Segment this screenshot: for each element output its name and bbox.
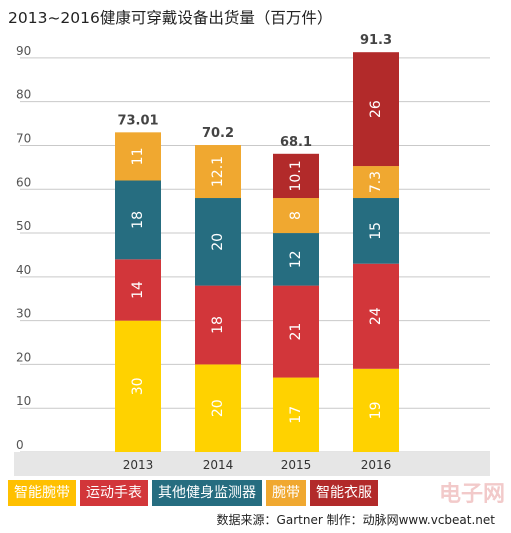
stacked-bar-chart: 0 10 20 30 40 50 60 70 80 90 30 14 18 11 73.01 2013 20 18…	[14, 33, 490, 476]
bar-segment	[353, 198, 399, 264]
bar-segment	[115, 259, 161, 321]
y-tick-label: 30	[16, 307, 31, 321]
plot-area	[20, 36, 490, 452]
y-tick-label: 60	[16, 175, 31, 189]
legend-item-smart-clothing: 智能衣服	[310, 480, 378, 506]
data-label: 30	[130, 377, 146, 395]
y-tick-label: 10	[16, 394, 31, 408]
data-label: 12	[288, 250, 304, 268]
total-label: 91.3	[360, 33, 392, 48]
bar-segment	[195, 145, 241, 199]
bar-segment	[115, 180, 161, 260]
bar-segment	[115, 132, 161, 181]
bar-segment	[195, 364, 241, 452]
x-axis-band	[14, 452, 490, 476]
y-tick-label: 0	[16, 438, 24, 452]
data-label: 18	[130, 211, 146, 229]
data-label: 24	[368, 307, 384, 325]
legend-item-sport-watch: 运动手表	[80, 480, 148, 506]
y-tick-label: 70	[16, 131, 31, 145]
bar-segment	[353, 52, 399, 167]
y-tick-label: 50	[16, 219, 31, 233]
total-label: 68.1	[280, 135, 312, 150]
data-label: 20	[210, 399, 226, 417]
bar-segment	[353, 166, 399, 199]
bar-segment	[273, 153, 319, 199]
bar-segment	[273, 285, 319, 378]
data-label: 12.1	[210, 156, 226, 187]
x-tick-label: 2015	[281, 458, 312, 472]
data-label: 8	[288, 211, 304, 220]
data-label: 19	[368, 401, 384, 419]
y-tick-label: 80	[16, 88, 31, 102]
legend-item-fitness-monitor: 其他健身监测器	[152, 480, 262, 506]
bar-segment	[273, 377, 319, 452]
bar-segment	[273, 198, 319, 234]
y-tick-label: 20	[16, 350, 31, 364]
bar-segment	[273, 233, 319, 286]
watermark-logo: 电子网	[438, 482, 505, 507]
data-label: 21	[288, 323, 304, 341]
x-tick-label: 2013	[123, 458, 154, 472]
bar-segment	[195, 285, 241, 365]
data-label: 17	[288, 406, 304, 424]
bar-segment	[353, 368, 399, 452]
y-tick-label: 40	[16, 263, 31, 277]
total-label: 73.01	[117, 113, 158, 128]
legend-item-wristband: 腕带	[266, 480, 306, 506]
bar-segment	[195, 198, 241, 286]
data-label: 10.1	[288, 160, 304, 191]
bar-segment	[115, 320, 161, 452]
data-label: 26	[368, 100, 384, 118]
data-label: 18	[210, 316, 226, 334]
data-label: 15	[368, 222, 384, 240]
bar-segment	[353, 263, 399, 369]
data-label: 14	[130, 281, 146, 299]
legend-item-smart-band: 智能腕带	[8, 480, 76, 506]
source-credit: 数据来源：Gartner 制作：动脉网www.vcbeat.net	[216, 513, 495, 527]
data-label: 7.3	[368, 171, 384, 193]
data-label: 20	[210, 233, 226, 251]
x-tick-label: 2014	[203, 458, 234, 472]
x-tick-label: 2016	[361, 458, 392, 472]
total-label: 70.2	[202, 126, 234, 141]
data-label: 11	[130, 148, 146, 166]
legend: 智能腕带 运动手表 其他健身监测器 腕带 智能衣服	[8, 480, 378, 506]
y-tick-label: 90	[16, 44, 31, 58]
chart-title: 2013~2016健康可穿戴设备出货量（百万件）	[8, 9, 333, 27]
